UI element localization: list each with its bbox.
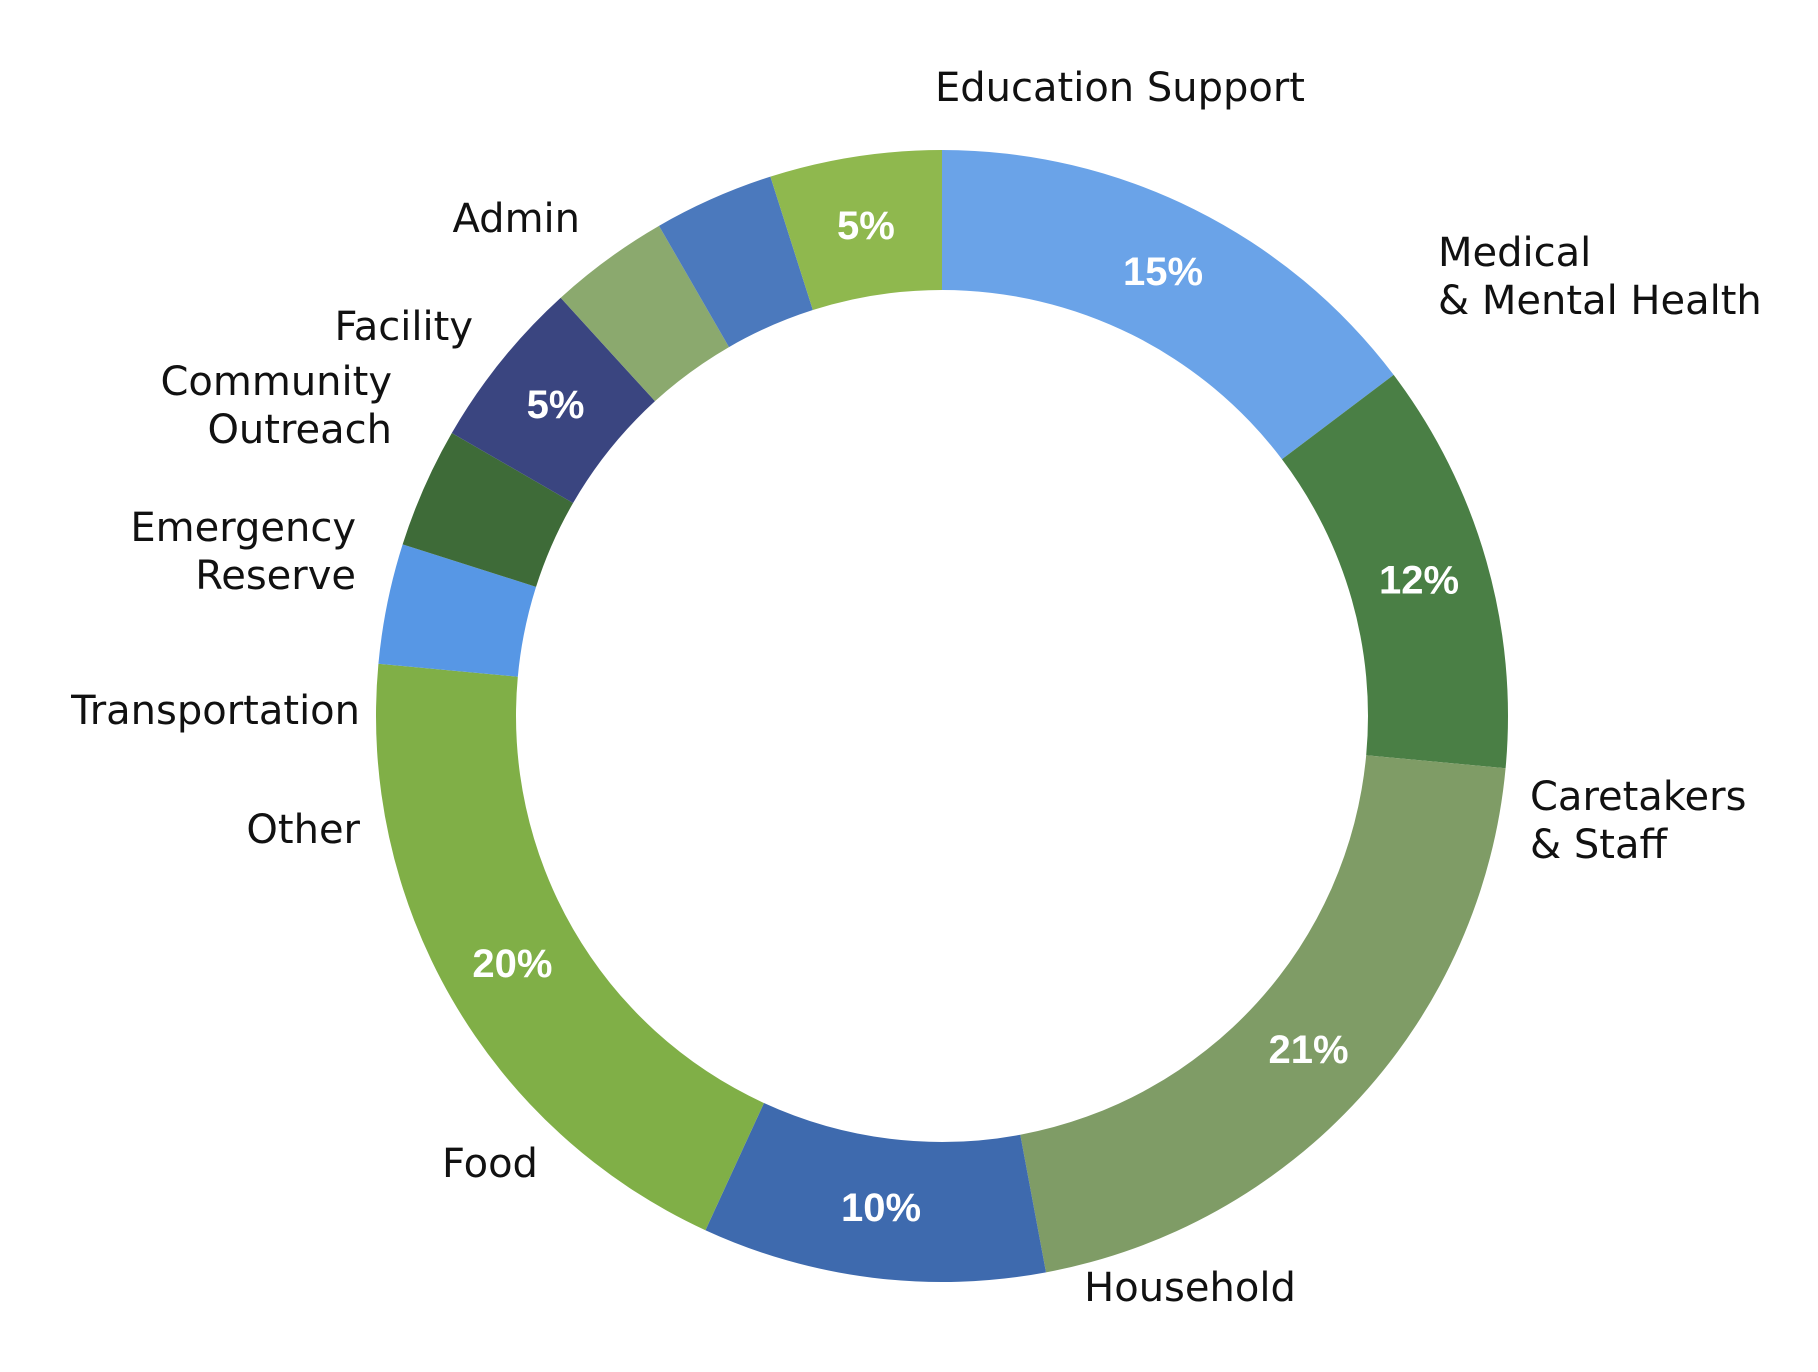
category-label-line: Transportation [70, 688, 360, 734]
category-label-line: Admin [453, 196, 580, 242]
percent-label-food: 20% [472, 942, 552, 986]
slice-transportation [402, 433, 574, 587]
category-label-line: Education Support [935, 65, 1305, 111]
category-label-medical-and-mental-health: Medical & Mental Health [1438, 230, 1762, 324]
category-label-line: Facility [334, 304, 473, 350]
percent-label-medical-and-mental-health: 12% [1379, 558, 1459, 602]
percent-label-caretakers-and-staff: 21% [1269, 1028, 1349, 1072]
category-label-caretakers-and-staff: Caretakers & Staff [1530, 774, 1746, 868]
category-label-admin: Admin [453, 196, 580, 242]
percent-label-education-support: 15% [1123, 250, 1203, 294]
category-label-line: Emergency [130, 505, 356, 551]
category-labels-group: Education Support Medical & Mental Health C… [70, 65, 1762, 1311]
slice-caretakers-and-staff [1020, 755, 1506, 1273]
category-label-line: Reserve [195, 553, 356, 599]
slice-admin [770, 150, 942, 311]
slice-household [705, 1103, 1047, 1282]
category-label-line: Community [160, 359, 392, 405]
category-label-facility: Facility [334, 304, 473, 350]
category-label-line: Other [246, 807, 360, 853]
category-label-line: & Mental Health [1438, 278, 1762, 324]
category-label-line: Outreach [207, 407, 392, 453]
percent-label-household: 10% [841, 1186, 921, 1230]
slice-facility [659, 176, 813, 348]
category-label-line: Household [1084, 1265, 1296, 1311]
category-label-education-support: Education Support [935, 65, 1305, 111]
percent-label-admin: 5% [837, 204, 895, 248]
category-label-household: Household [1084, 1265, 1296, 1311]
category-label-emergency-reserve: Emergency Reserve [130, 505, 356, 599]
slice-community-outreach [560, 225, 729, 402]
category-label-transportation: Transportation [70, 688, 360, 734]
slices-group [375, 150, 1509, 1282]
category-label-food: Food [442, 1141, 538, 1187]
slice-medical-and-mental-health [1281, 374, 1509, 769]
category-label-line: Food [442, 1141, 538, 1187]
slice-education-support [942, 150, 1394, 460]
slice-food [375, 663, 764, 1231]
category-label-line: Medical [1438, 230, 1591, 276]
slice-emergency-reserve [451, 297, 656, 503]
category-label-line: Caretakers [1530, 774, 1746, 820]
percent-label-emergency-reserve: 5% [527, 383, 585, 427]
category-label-community-outreach: Community Outreach [160, 359, 392, 453]
category-label-line: & Staff [1530, 822, 1668, 868]
percent-labels-group: 15% 12% 21% 10% 20% 5% 5% [472, 204, 1459, 1230]
slice-other [378, 544, 537, 677]
category-label-other: Other [246, 807, 360, 853]
